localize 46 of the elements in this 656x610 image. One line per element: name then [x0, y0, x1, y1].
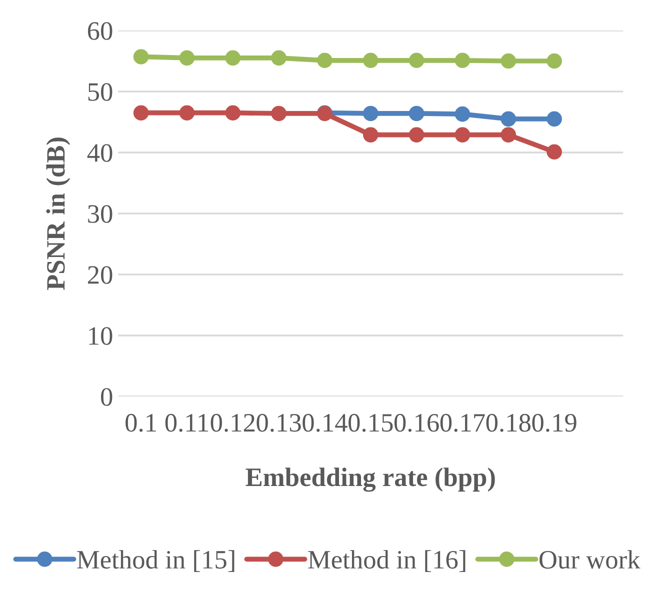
point: [225, 50, 241, 66]
x-tick-label: 0.18: [486, 414, 530, 432]
x-tick-label: 0.16: [394, 414, 439, 432]
point: [546, 144, 562, 160]
point: [408, 127, 424, 142]
x-tick-label: 0.15: [348, 414, 393, 432]
y-tick-label: 30: [88, 205, 112, 223]
x-tick-label: 0.13: [256, 414, 301, 432]
point: [500, 111, 516, 127]
y-axis-title: PSNR in (dB): [46, 138, 70, 290]
point: [271, 106, 286, 122]
point: [225, 105, 241, 120]
point: [363, 106, 378, 122]
point: [500, 127, 516, 142]
legend-label: Method in [15]: [77, 550, 234, 572]
point: [454, 52, 470, 68]
legend-label: Our work: [540, 550, 640, 569]
point: [317, 52, 332, 68]
point: [546, 111, 562, 127]
legend-label: Method in [16]: [308, 550, 466, 572]
y-tick-label: 50: [88, 83, 112, 101]
x-tick-label: 0.17: [440, 414, 485, 432]
point: [133, 105, 149, 120]
y-tick-label: 0: [101, 388, 112, 406]
point: [500, 53, 516, 69]
point: [363, 52, 378, 68]
point: [454, 106, 470, 122]
y-tick-label: 40: [87, 144, 112, 162]
x-tick-label: 0.19: [532, 414, 576, 432]
x-tick-label: 0.1: [126, 414, 156, 432]
point: [408, 52, 424, 68]
x-tick-label: 0.12: [210, 414, 255, 432]
x-axis-title: Embedding rate (bpp): [246, 468, 495, 492]
point: [133, 49, 149, 64]
y-tick-label: 10: [89, 327, 112, 345]
point: [408, 106, 424, 122]
point: [454, 127, 470, 142]
point: [179, 50, 195, 66]
point: [271, 50, 286, 66]
y-tick-label: 60: [88, 22, 112, 40]
x-tick-label: 0.14: [302, 414, 348, 432]
x-tick-label: 0.11: [165, 414, 208, 432]
point: [546, 53, 562, 69]
y-tick-label: 20: [88, 266, 112, 284]
point: [363, 127, 378, 142]
point: [179, 105, 195, 120]
